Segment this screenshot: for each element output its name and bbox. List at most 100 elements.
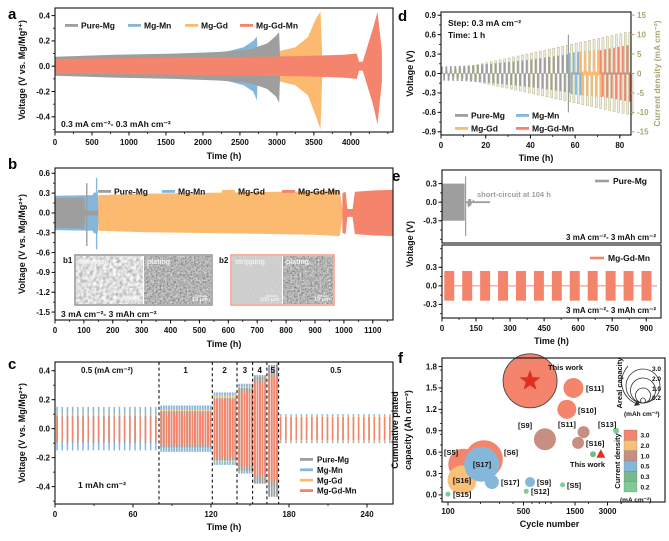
- series-block: [462, 270, 473, 301]
- series-pulse: [204, 412, 207, 445]
- condition-annotation: 1 mAh cm⁻²: [78, 480, 126, 490]
- point-label: [S16]: [586, 439, 605, 448]
- series-pulse: [181, 412, 183, 445]
- triangle-marker: [596, 449, 606, 458]
- y-tick-label: -0.2: [36, 87, 50, 96]
- series-pulse: [501, 73, 504, 85]
- series-pulse: [503, 62, 506, 74]
- series-block: [515, 270, 526, 301]
- y-tick-label: 0.0: [425, 69, 437, 78]
- sem-label: stripping: [235, 259, 265, 266]
- series-pulse: [273, 376, 276, 481]
- legend-swatch: [300, 478, 313, 482]
- series-pulse: [557, 55, 560, 74]
- point-label: [S9]: [518, 421, 533, 430]
- series-pulse: [463, 65, 466, 74]
- series-pulse: [626, 45, 629, 74]
- series-pulse: [279, 417, 282, 441]
- series-pulse: [579, 51, 582, 74]
- legend-swatch: [240, 24, 253, 27]
- point-label: This work: [570, 460, 606, 469]
- series-pulse: [490, 63, 492, 74]
- x-tick-label: 1500: [157, 138, 175, 147]
- series-pulse: [196, 412, 199, 445]
- series-pulse: [71, 417, 74, 441]
- series-pulse: [479, 73, 481, 83]
- series-pulse: [447, 73, 450, 81]
- y-tick-label: 0.3: [425, 50, 437, 59]
- panel-e: 0.3 0.0 -0.3 Pure-Mg 3 mA cm⁻²- 3 mAh cm⁻² sh…: [405, 169, 662, 346]
- y-right-tick-label: 0: [637, 69, 642, 78]
- rate-region-label: 1: [183, 366, 188, 375]
- panel-label-f: f: [398, 350, 403, 367]
- series-pulse: [290, 417, 292, 441]
- series-flatline: [581, 71, 600, 76]
- series-band: [442, 183, 465, 221]
- colorbar-segment: [623, 450, 638, 462]
- series-pulse: [234, 399, 237, 458]
- legend-label: Mg-Mn: [178, 187, 205, 197]
- series-pulse: [259, 382, 261, 476]
- series-pulse: [552, 56, 555, 74]
- series-pulse: [454, 66, 457, 74]
- x-tick-label: 500: [517, 507, 531, 516]
- panel-f: [S5] [S6][S16][S17][S9][S10][S11][S11] [S1…: [390, 353, 666, 529]
- series-pulse: [555, 73, 557, 91]
- rate-region-label: 2: [222, 366, 227, 375]
- legend-swatch: [516, 127, 529, 130]
- series-Pure-Mg: [55, 197, 108, 229]
- legend-label: Mg-Gd-Mn: [532, 124, 574, 134]
- series-pulse: [175, 412, 178, 445]
- point-label: [S12]: [531, 487, 550, 496]
- series-pulse: [579, 73, 582, 96]
- colorbar-value: 1.0: [641, 453, 650, 460]
- x-tick-label: 700: [251, 326, 265, 335]
- y-axis-label: Voltage (V vs. Mg/Mg²⁺): [17, 383, 27, 483]
- series-pulse: [575, 73, 577, 95]
- x-tick-label: 450: [537, 324, 551, 333]
- x-tick-label: 20: [481, 141, 490, 150]
- series-block: [641, 270, 652, 301]
- point-label: [S10]: [578, 406, 597, 415]
- x-axis-label: Time (h): [207, 522, 242, 532]
- series-pulse: [546, 73, 548, 90]
- colorbar-segment: [623, 481, 638, 493]
- y-right-tick-label: -15: [637, 128, 649, 137]
- series-pulse: [588, 50, 591, 74]
- y-tick-label: 0.0: [39, 424, 51, 433]
- current-bar: [612, 73, 616, 112]
- series-block: [551, 270, 562, 301]
- x-tick-label: 0: [53, 138, 58, 147]
- legend-swatch: [98, 190, 111, 193]
- point-label: [S16]: [453, 476, 472, 485]
- bubble-S15: [445, 491, 451, 497]
- series-pulse: [530, 59, 533, 74]
- series-pulse: [311, 417, 313, 441]
- y-right-tick-label: -5: [637, 89, 645, 98]
- series-pulse: [300, 417, 303, 441]
- series-pulse: [514, 73, 517, 86]
- series-pulse: [253, 382, 256, 476]
- x-tick-label: 500: [193, 326, 207, 335]
- x-tick-label: 750: [606, 324, 620, 333]
- series-block: [533, 270, 544, 301]
- series-pulse: [595, 73, 598, 97]
- x-tick-label: 3500: [305, 138, 323, 147]
- legend-swatch: [185, 24, 198, 27]
- series-pulse: [337, 417, 339, 441]
- current-bar: [570, 44, 573, 74]
- inset-id: b1: [63, 256, 73, 265]
- x-axis-label: Time (h): [207, 339, 242, 349]
- y-tick-label: 0.0: [39, 62, 51, 71]
- series-pulse: [261, 382, 264, 476]
- y-tick-label: 0.4: [39, 366, 51, 375]
- series-pulse: [449, 66, 452, 74]
- series-pulse: [505, 73, 508, 85]
- y-tick-label: -0.6: [36, 248, 50, 257]
- axis-box: [54, 361, 394, 505]
- series-Mg-Gd: [98, 189, 343, 237]
- series-pulse: [108, 417, 110, 441]
- x-tick-label: 3000: [599, 507, 617, 516]
- condition-annotation: 0.3 mA cm⁻²- 0.3 mAh cm⁻²: [61, 119, 171, 129]
- series-pulse: [608, 48, 611, 74]
